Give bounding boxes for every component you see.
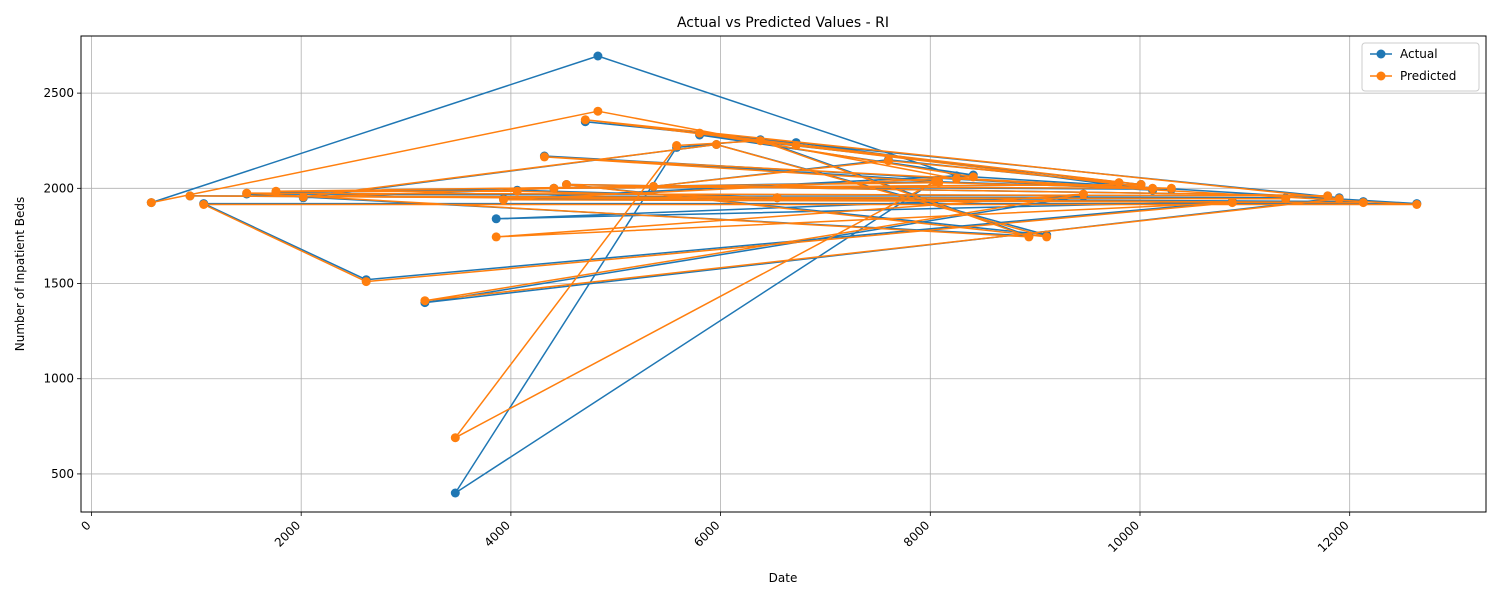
data-point-predicted <box>952 174 961 184</box>
data-point-predicted <box>580 115 590 125</box>
legend-marker-predicted <box>1376 71 1386 81</box>
data-point-predicted <box>199 200 209 209</box>
data-point-predicted <box>934 178 944 188</box>
y-tick-label: 500 <box>51 467 74 481</box>
data-point-predicted <box>1281 194 1291 204</box>
data-point-predicted <box>491 232 501 242</box>
data-point-predicted <box>420 296 430 306</box>
data-point-predicted <box>695 128 705 138</box>
data-point-predicted <box>1227 198 1237 208</box>
data-point-predicted <box>146 198 156 208</box>
data-point-predicted <box>539 152 549 162</box>
data-point-predicted <box>791 141 801 150</box>
data-point-predicted <box>549 183 559 193</box>
data-point-predicted <box>1042 232 1052 242</box>
plot-frame <box>80 35 1487 513</box>
legend: Actual Predicted <box>1361 42 1480 92</box>
plot-area <box>81 36 1486 512</box>
data-point-actual <box>491 214 501 224</box>
data-point-predicted <box>1024 232 1034 242</box>
legend-frame <box>1361 42 1480 92</box>
legend-marker-actual <box>1376 49 1386 59</box>
series-line-predicted <box>151 110 1418 439</box>
data-point-predicted <box>185 191 195 201</box>
data-point-predicted <box>772 193 782 203</box>
data-point-predicted <box>1412 200 1422 209</box>
data-point-predicted <box>1148 183 1158 193</box>
data-point-predicted <box>512 186 522 196</box>
y-tick-label: 1000 <box>43 372 74 386</box>
data-point-predicted <box>649 181 658 191</box>
data-point-predicted <box>1078 189 1088 199</box>
data-point-predicted <box>968 172 978 182</box>
data-point-predicted <box>242 188 252 198</box>
data-point-predicted <box>1358 198 1368 208</box>
data-point-predicted <box>450 433 460 443</box>
data-point-predicted <box>1136 180 1146 189</box>
data-point-predicted <box>499 195 508 205</box>
x-axis-label: Date <box>769 571 798 585</box>
series-predicted <box>146 106 1422 443</box>
data-point-predicted <box>298 192 308 202</box>
y-tick-label: 1500 <box>43 277 74 291</box>
data-point-predicted <box>711 140 721 149</box>
data-point-predicted <box>593 106 603 116</box>
data-point-predicted <box>1114 178 1124 188</box>
legend-label-actual: Actual <box>1400 47 1438 61</box>
data-point-predicted <box>1323 191 1333 201</box>
y-axis-ticks: 500 1000 1500 2000 2500 <box>43 86 81 481</box>
data-point-predicted <box>562 180 571 189</box>
data-point-predicted <box>271 186 281 196</box>
data-point-predicted <box>883 156 893 166</box>
data-point-predicted <box>1166 183 1176 193</box>
data-point-predicted <box>1334 194 1344 204</box>
data-point-predicted <box>672 141 682 150</box>
series-layer <box>146 51 1422 498</box>
chart-title: Actual vs Predicted Values - RI <box>677 15 889 31</box>
y-tick-label: 2500 <box>43 86 74 100</box>
legend-label-predicted: Predicted <box>1400 69 1456 83</box>
data-point-predicted <box>361 277 371 287</box>
data-point-predicted <box>755 136 765 146</box>
y-tick-label: 2000 <box>43 181 74 195</box>
data-point-actual <box>593 51 603 61</box>
data-point-actual <box>450 488 460 498</box>
y-axis-label: Number of Inpatient Beds <box>13 197 27 352</box>
